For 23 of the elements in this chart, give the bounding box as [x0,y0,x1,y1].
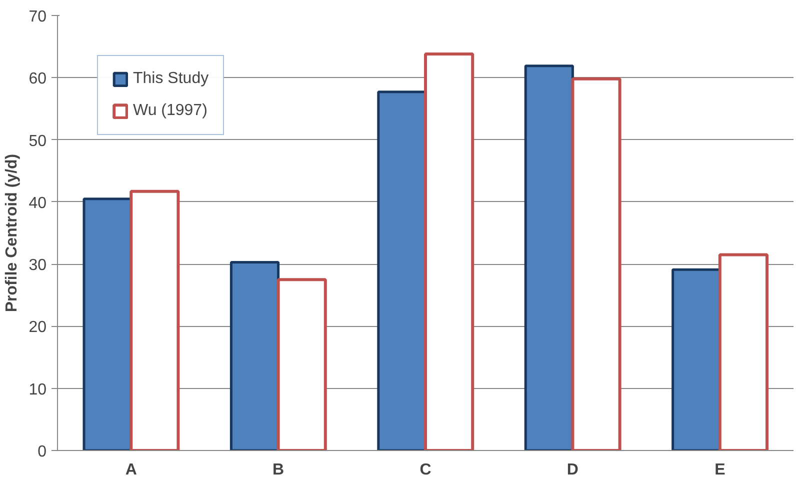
y-tick-label: 70 [28,8,47,26]
bar [524,64,574,450]
bar [571,77,622,450]
y-tick-label: 50 [28,132,47,150]
x-tick-label: B [272,462,284,478]
x-tick-label: C [420,462,432,478]
x-tick-label: E [714,462,726,478]
x-tick-label: D [566,462,578,478]
bar [230,260,280,450]
y-axis-title: Profile Centroid (y/d) [4,154,21,312]
y-tick-label: 60 [28,70,47,88]
y-tick-label: 20 [28,319,47,336]
bar [718,253,769,450]
y-tick-label: 10 [28,381,47,398]
bar [276,278,327,450]
bar [130,190,180,450]
x-tick-label: A [125,462,138,478]
bar [424,52,474,450]
y-tick-label: 40 [28,194,47,212]
legend-label: Wu (1997) [133,102,208,120]
legend-label: This Study [133,70,209,88]
y-tick-label: 30 [28,257,47,274]
y-tick-label: 0 [38,444,47,460]
